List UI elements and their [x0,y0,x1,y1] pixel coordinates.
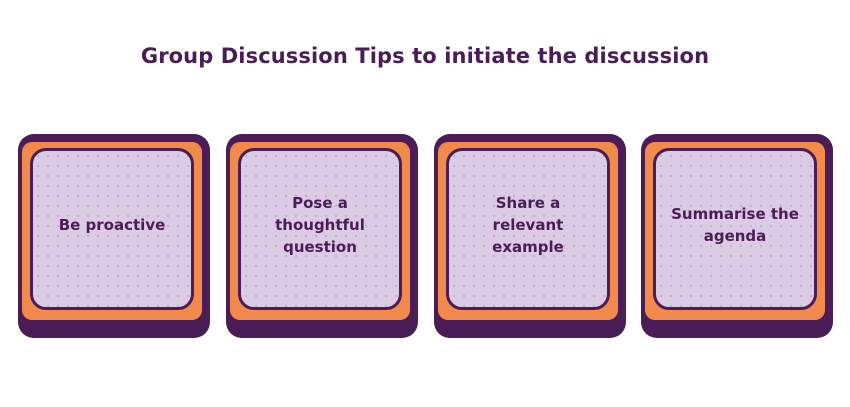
tip-label: Be proactive [58,216,166,234]
card-panel: Summarise the agenda [653,148,817,310]
tip-card-be-proactive: Be proactive [18,134,210,338]
card-panel: Pose a thoughtful question [238,148,402,310]
tip-label: Pose a thoughtful question [275,194,365,256]
card-panel: Share a relevant example [446,148,610,310]
tip-label: Share a relevant example [492,194,564,256]
tip-card-summarise-agenda: Summarise the agenda [641,134,833,338]
tip-label: Summarise the agenda [671,205,799,245]
card-panel: Be proactive [30,148,194,310]
tip-card-share-example: Share a relevant example [434,134,626,338]
tip-card-pose-question: Pose a thoughtful question [226,134,418,338]
diagram-title: Group Discussion Tips to initiate the di… [140,44,710,68]
